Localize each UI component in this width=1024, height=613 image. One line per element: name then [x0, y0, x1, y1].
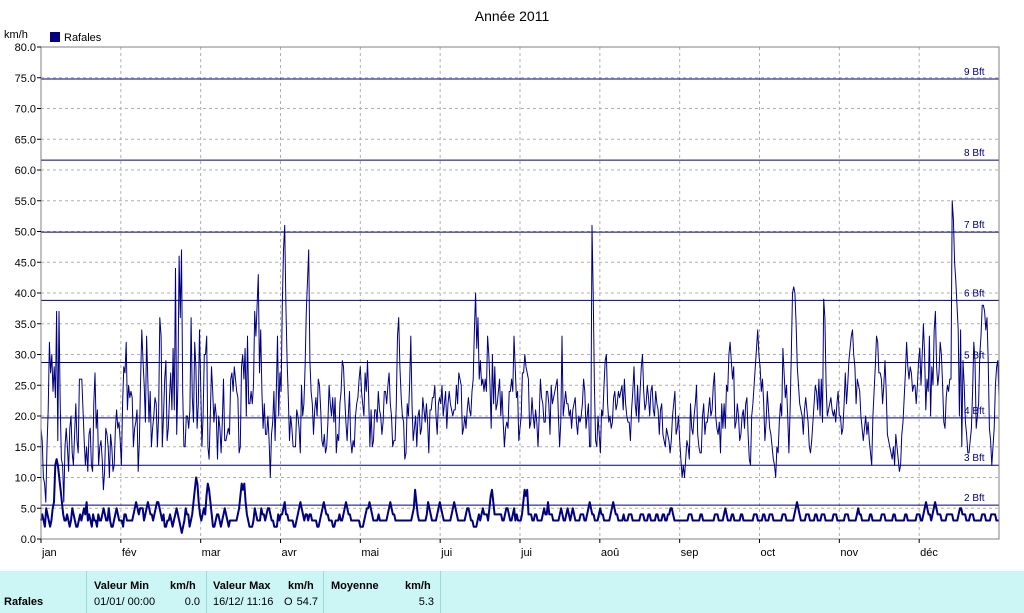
legend-swatch — [50, 32, 60, 42]
avg-unit: km/h — [405, 580, 431, 592]
legend-label: Rafales — [64, 32, 102, 44]
beaufort-label: 6 Bft — [964, 288, 985, 299]
x-tick-label: fév — [122, 547, 137, 559]
x-tick-label: déc — [920, 547, 938, 559]
min-date: 01/01/ 00:00 — [94, 596, 156, 608]
y-tick-label: 75.0 — [15, 73, 36, 85]
y-axis-unit: km/h — [4, 29, 28, 41]
x-tick-label: mar — [202, 547, 221, 559]
y-tick-label: 45.0 — [15, 257, 36, 269]
beaufort-label: 3 Bft — [964, 453, 985, 464]
x-tick-label: nov — [840, 547, 858, 559]
beaufort-label: 4 Bft — [964, 406, 985, 417]
chart: Année 2011 km/h Rafales 2 Bft 3 Bft 4 Bft 5… — [4, 8, 1000, 559]
max-date: 16/12/ 11:16 — [213, 596, 274, 608]
x-tick-label: sep — [681, 547, 699, 559]
max-unit: km/h — [288, 580, 314, 592]
x-tick-label: jan — [41, 547, 57, 559]
x-tick-label: jui — [440, 547, 452, 559]
stats-footer: Rafales Valeur Min km/h 01/01/ 00:00 0.0… — [0, 571, 1024, 613]
min-header: Valeur Min — [94, 580, 150, 592]
beaufort-label: 2 Bft — [964, 493, 985, 504]
x-tick-label: jui — [520, 547, 532, 559]
y-tick-label: 55.0 — [15, 196, 36, 208]
beaufort-label: 7 Bft — [964, 220, 985, 231]
min-unit: km/h — [170, 580, 196, 592]
y-tick-label: 65.0 — [15, 134, 36, 146]
y-tick-label: 0.0 — [21, 534, 36, 546]
y-tick-label: 70.0 — [15, 104, 36, 116]
x-tick-label: aoû — [601, 547, 619, 559]
min-value: 0.0 — [184, 596, 200, 608]
y-tick-label: 80.0 — [15, 42, 36, 54]
y-tick-label: 40.0 — [15, 288, 36, 300]
beaufort-label: 8 Bft — [964, 148, 985, 159]
avg-value: 5.3 — [418, 596, 434, 608]
y-tick-label: 10.0 — [15, 473, 36, 485]
beaufort-label: 9 Bft — [964, 67, 985, 78]
y-tick-label: 35.0 — [15, 319, 36, 331]
x-tick-label: mai — [361, 547, 379, 559]
series-line-mean — [40, 458, 999, 534]
max-value: 54.7 — [296, 596, 318, 608]
y-tick-label: 25.0 — [15, 380, 36, 392]
y-tick-label: 50.0 — [15, 227, 36, 239]
footer-series-label: Rafales — [4, 596, 44, 608]
x-tick-label: avr — [282, 547, 298, 559]
y-tick-label: 60.0 — [15, 165, 36, 177]
y-tick-label: 30.0 — [15, 350, 36, 362]
chart-title: Année 2011 — [475, 8, 550, 24]
y-tick-label: 15.0 — [15, 442, 36, 454]
max-header: Valeur Max — [213, 580, 271, 592]
max-direction: O — [284, 596, 293, 608]
avg-header: Moyenne — [331, 580, 379, 592]
x-tick-label: oct — [761, 547, 776, 559]
y-tick-label: 5.0 — [21, 503, 36, 515]
y-tick-label: 20.0 — [15, 411, 36, 423]
series-line-rafales — [40, 200, 1000, 503]
